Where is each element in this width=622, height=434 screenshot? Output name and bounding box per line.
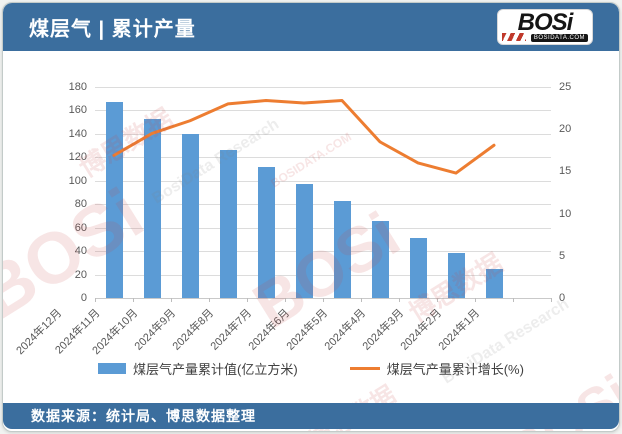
- x-axis-tick: [133, 298, 134, 302]
- y-axis-right-label: 15: [559, 165, 572, 178]
- growth-line: [112, 99, 496, 175]
- x-axis-tick: [437, 298, 438, 302]
- y-axis-left-label: 80: [74, 198, 87, 211]
- y-axis-right-label: 20: [559, 123, 572, 136]
- y-axis-right-label: 25: [559, 81, 572, 93]
- y-axis-right-label: 10: [559, 207, 572, 220]
- gridline: [95, 204, 551, 206]
- bar: [257, 166, 275, 298]
- x-axis-tick: [513, 298, 514, 302]
- bosi-logo: BOSi BOSIDATA.COM: [497, 9, 593, 45]
- footer: 数据来源：统计局、博思数据整理: [3, 403, 619, 429]
- bar: [485, 268, 503, 298]
- gridline: [95, 227, 551, 229]
- x-axis-tick: [323, 298, 324, 302]
- y-axis-right-label: 5: [559, 249, 566, 262]
- gridline: [95, 87, 551, 88]
- gridline: [95, 180, 551, 182]
- x-axis-tick: [209, 298, 210, 302]
- legend-item: 煤层气产量累计值(亿立方米): [98, 359, 298, 378]
- legend-label: 煤层气产量累计增长(%): [386, 362, 524, 377]
- y-axis-left-label: 0: [80, 292, 87, 304]
- bar: [371, 220, 389, 298]
- y-axis-left-label: 20: [74, 268, 87, 281]
- y-axis-left-label: 100: [68, 174, 87, 187]
- logo-subtext: BOSIDATA.COM: [530, 34, 588, 42]
- x-axis-tick: [361, 298, 362, 302]
- y-axis-right-label: 0: [559, 292, 566, 304]
- legend-item: 煤层气产量累计增长(%): [349, 359, 524, 378]
- y-axis-left-label: 120: [68, 151, 87, 164]
- bar: [181, 133, 199, 298]
- x-axis-tick: [399, 298, 400, 302]
- chart-area: 煤层气产量累计值(亿立方米) 煤层气产量累计增长(%) 0 20 40 60 80 100 1…: [3, 3, 619, 431]
- y-axis-left-label: 180: [68, 81, 87, 93]
- y-axis-left-label: 40: [74, 245, 87, 258]
- logo-stripes-icon: [502, 33, 526, 41]
- x-axis-tick: [247, 298, 248, 302]
- x-axis-tick: [475, 298, 476, 302]
- logo-text: BOSi: [517, 9, 574, 36]
- header: 煤层气 | 累计产量 BOSi BOSIDATA.COM: [3, 3, 619, 51]
- gridline: [95, 157, 551, 159]
- y-axis-left-label: 60: [74, 221, 87, 234]
- legend-bar-swatch: [98, 363, 127, 374]
- bar: [219, 150, 237, 298]
- gridline: [95, 110, 551, 112]
- x-axis-tick: [171, 298, 172, 302]
- y-axis-left-label: 160: [68, 104, 87, 117]
- bar: [447, 253, 465, 298]
- bar: [105, 102, 123, 298]
- x-axis-tick: [285, 298, 286, 302]
- bar: [295, 184, 313, 298]
- bar: [143, 118, 161, 298]
- gridline: [95, 274, 551, 276]
- bar: [333, 200, 351, 298]
- chart-legend: 煤层气产量累计值(亿立方米) 煤层气产量累计增长(%): [3, 359, 619, 378]
- data-source: 数据来源：统计局、博思数据整理: [31, 408, 256, 424]
- legend-line-swatch: [349, 367, 380, 370]
- y-axis-left-label: 140: [68, 127, 87, 140]
- page-title: 煤层气 | 累计产量: [29, 18, 196, 41]
- gridline: [95, 251, 551, 253]
- x-axis-tick: [95, 298, 96, 302]
- legend-label: 煤层气产量累计值(亿立方米): [133, 362, 298, 377]
- bar: [409, 238, 427, 298]
- x-axis-tick: [551, 298, 552, 302]
- gridline: [95, 133, 551, 135]
